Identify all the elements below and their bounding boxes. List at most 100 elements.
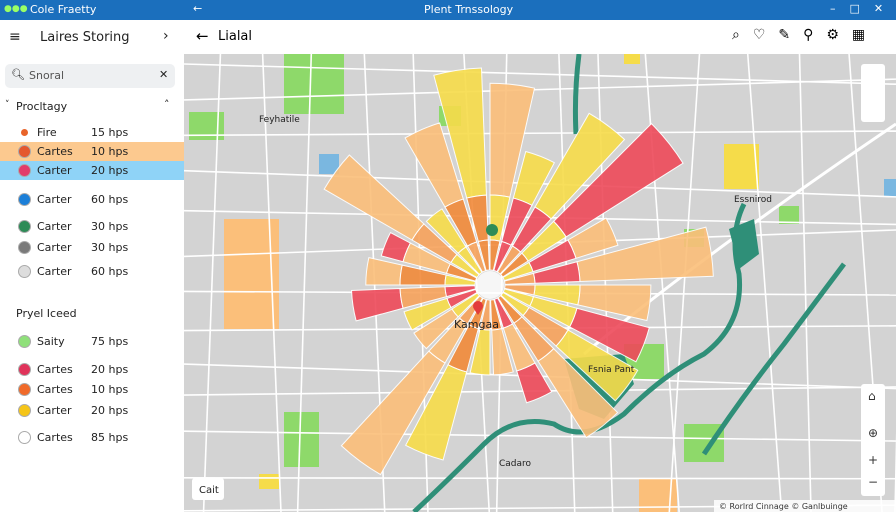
legend-row[interactable]: Cartes 20 hps: [0, 360, 184, 379]
road: [746, 54, 783, 512]
road: [202, 54, 222, 512]
heat-wedge: [489, 239, 501, 271]
legend-row[interactable]: Carter 60 hps: [0, 190, 184, 209]
road: [261, 54, 282, 512]
sidebar: ≡ Laires Storing › 🔍︎ Snoral ✕ ˅ Procltag…: [0, 20, 185, 512]
legend-row[interactable]: Carter 30 hps: [0, 217, 184, 236]
legend-row[interactable]: Saity 75 hps: [0, 332, 184, 351]
window-title: Plent Trnssology: [424, 3, 514, 16]
clear-icon[interactable]: ✕: [159, 68, 169, 81]
back-button[interactable]: ←: [196, 27, 209, 45]
legend-swatch: [18, 145, 31, 158]
legend-name: Carter: [37, 193, 72, 206]
poi: [486, 224, 498, 236]
road: [558, 54, 576, 512]
legend-row[interactable]: Carter 20 hps: [0, 401, 184, 420]
legend-row[interactable]: Carter 60 hps: [0, 262, 184, 281]
map-toolbar: ← Lialal ⌕♡✎⚲⚙▦: [184, 20, 896, 55]
legend-name: Carter: [37, 241, 72, 254]
heat-wedge: [451, 292, 481, 318]
heat-wedge: [479, 299, 491, 331]
road: [184, 63, 896, 86]
heat-wedge: [444, 285, 477, 298]
legend-name: Carter: [37, 220, 72, 233]
sidebar-title: Laires Storing: [40, 30, 130, 45]
heat-wedge: [457, 246, 483, 276]
heat-wedge: [496, 245, 522, 275]
legend-row[interactable]: Carter 30 hps: [0, 238, 184, 257]
attribution-bg: [714, 500, 896, 512]
legend-row[interactable]: Fire 15 hps: [0, 123, 184, 142]
legend-swatch: [18, 164, 31, 177]
map: Feyhatile Kamgaa Cadaro Fsnia Pant Essnirod ⌂…: [184, 54, 896, 512]
legend-value: 30 hps: [91, 241, 129, 254]
legend-swatch: [18, 220, 31, 233]
legend-value: 20 hps: [91, 164, 129, 177]
map-area: [284, 412, 319, 467]
road: [184, 78, 896, 101]
pin: [473, 301, 483, 315]
legend-row[interactable]: Cartes 85 hps: [0, 428, 184, 447]
attribution: © Rorlrd Cinnage © Ganlbuinge: [719, 502, 848, 511]
legend-value: 60 hps: [91, 193, 129, 206]
control-icon: −: [868, 475, 878, 489]
legend-value: 20 hps: [91, 404, 129, 417]
legend-swatch: [18, 193, 31, 206]
app-name: Cole Fraetty: [30, 3, 97, 16]
section-chevron[interactable]: ˅: [5, 100, 10, 110]
map-label: Fsnia Pant: [588, 365, 635, 375]
legend-name: Cartes: [37, 145, 73, 158]
window-dots[interactable]: ●●●: [4, 4, 28, 14]
map-area: [319, 154, 339, 174]
heat-wedge: [500, 291, 530, 317]
legend-value: 10 hps: [91, 383, 129, 396]
map-area: [884, 179, 896, 197]
legend-swatch: [21, 129, 28, 136]
heat-wedge: [493, 297, 514, 329]
map-controls: [861, 384, 885, 496]
legend-name: Fire: [37, 126, 57, 139]
collapse-icon[interactable]: ˄: [164, 98, 170, 111]
map-area: [779, 206, 799, 224]
heat-wedge: [445, 263, 478, 282]
heat-wedge: [493, 240, 512, 273]
legend-name: Cartes: [37, 431, 73, 444]
legend-swatch: [18, 404, 31, 417]
window-controls[interactable]: – □ ✕: [830, 2, 884, 15]
menu-icon[interactable]: ≡: [9, 29, 21, 45]
legend-value: 10 hps: [91, 145, 129, 158]
heat-wedge: [497, 294, 523, 324]
legend-swatch: [18, 431, 31, 444]
legend-name: Saity: [37, 335, 65, 348]
legend-name: Carter: [37, 265, 72, 278]
legend-value: 75 hps: [91, 335, 129, 348]
heat-wedge: [446, 288, 478, 309]
heat-wedge: [502, 261, 534, 282]
back-arrow[interactable]: ←: [193, 2, 203, 15]
heat-wedge: [502, 288, 535, 307]
legend-name: Cartes: [37, 383, 73, 396]
legend-row[interactable]: Cartes 10 hps: [0, 380, 184, 399]
legend-swatch: [18, 241, 31, 254]
next-icon[interactable]: ›: [163, 28, 169, 44]
legend-swatch: [18, 363, 31, 376]
legend-row[interactable]: Carter 20 hps: [0, 161, 184, 180]
tool-icons[interactable]: ⌕♡✎⚲⚙▦: [732, 27, 879, 43]
map-label: Essnirod: [734, 195, 772, 205]
control-icon: ⌂: [868, 389, 876, 403]
toolbar-title: Lialal: [218, 29, 253, 44]
control-icon: ⊕: [868, 426, 878, 440]
title-bar: ●●● Cole Fraetty ← Plent Trnssology – □ …: [0, 0, 896, 20]
legend-name: Cartes: [37, 363, 73, 376]
search-box[interactable]: 🔍︎ Snoral ✕: [5, 64, 175, 88]
cait-button: [192, 478, 224, 500]
legend-row[interactable]: Cartes 10 hps: [0, 142, 184, 161]
map-area: [259, 474, 279, 489]
heat-wedge: [444, 274, 476, 286]
road: [184, 130, 896, 137]
section-title: Pryel Iceed: [16, 307, 77, 320]
heat-wedge: [504, 284, 536, 296]
legend-value: 60 hps: [91, 265, 129, 278]
legend-swatch: [18, 335, 31, 348]
